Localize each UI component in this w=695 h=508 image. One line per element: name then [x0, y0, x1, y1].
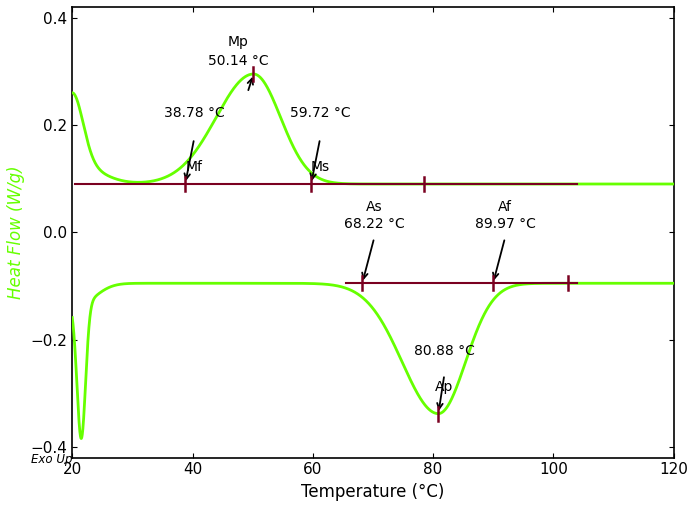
Text: Ap: Ap	[435, 380, 454, 394]
Text: 89.97 °C: 89.97 °C	[475, 217, 535, 231]
Text: Ms: Ms	[311, 160, 329, 174]
Text: 68.22 °C: 68.22 °C	[344, 217, 404, 231]
X-axis label: Temperature (°C): Temperature (°C)	[301, 483, 445, 501]
Text: 50.14 °C: 50.14 °C	[208, 54, 269, 68]
Text: 59.72 °C: 59.72 °C	[290, 106, 350, 119]
Text: Exo Up: Exo Up	[31, 453, 72, 466]
Text: As: As	[366, 200, 382, 213]
Y-axis label: Heat Flow (W/g): Heat Flow (W/g)	[7, 166, 25, 299]
Text: Af: Af	[498, 200, 512, 213]
Text: Mp: Mp	[228, 35, 249, 49]
Text: Mf: Mf	[186, 160, 203, 174]
Text: 38.78 °C: 38.78 °C	[164, 106, 224, 119]
Text: 80.88 °C: 80.88 °C	[414, 344, 475, 358]
